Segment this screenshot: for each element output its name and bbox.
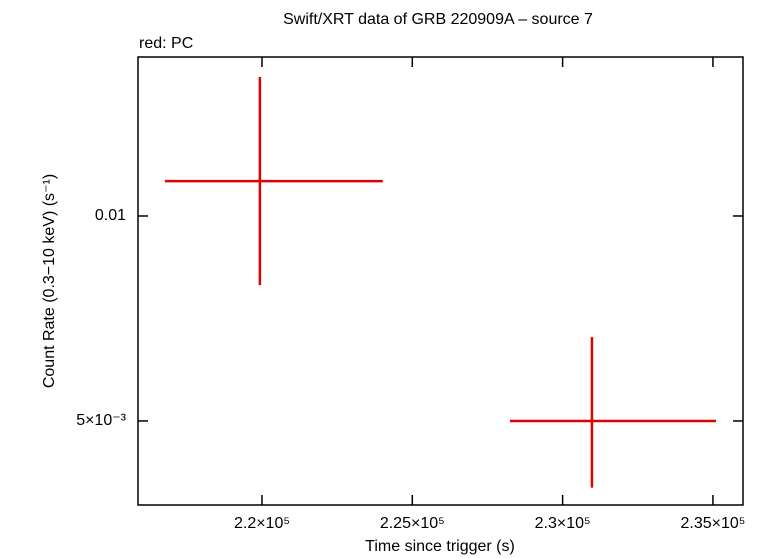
x-tick-label: 2.25×10⁵ [380, 515, 445, 532]
chart-title: Swift/XRT data of GRB 220909A – source 7 [283, 11, 593, 28]
x-tick-label: 2.3×10⁵ [535, 515, 591, 532]
chart-subtitle: red: PC [139, 35, 193, 52]
x-tick-label: 2.35×10⁵ [680, 515, 745, 532]
y-axis-label: Count Rate (0.3−10 keV) (s⁻¹) [41, 174, 58, 388]
y-tick-label: 0.01 [95, 207, 126, 224]
y-tick-label: 5×10⁻³ [76, 412, 126, 429]
x-axis-label: Time since trigger (s) [365, 538, 515, 555]
x-tick-label: 2.2×10⁵ [234, 515, 290, 532]
plot-frame [137, 56, 744, 506]
